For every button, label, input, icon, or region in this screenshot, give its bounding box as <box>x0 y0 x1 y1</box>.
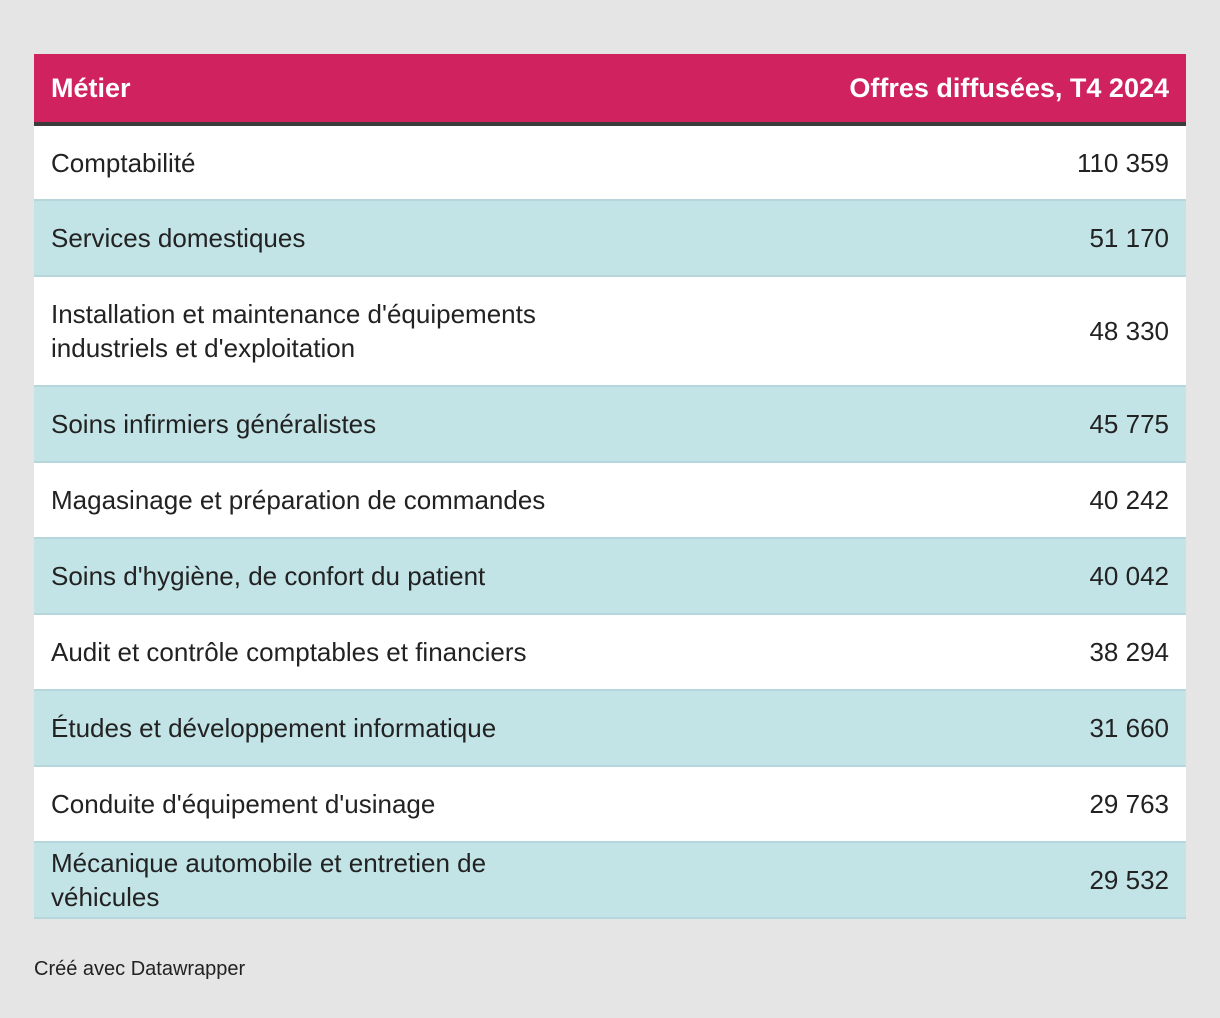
table-row: Soins d'hygiène, de confort du patient 4… <box>34 538 1186 615</box>
row-offres-value: 40 042 <box>610 538 1186 615</box>
row-offres-value: 31 660 <box>610 690 1186 767</box>
row-metier-cell: Études et développement informatique <box>34 690 610 767</box>
column-header-metier[interactable]: Métier <box>34 54 610 126</box>
row-metier-cell: Soins d'hygiène, de confort du patient <box>34 538 610 615</box>
row-offres-value: 40 242 <box>610 462 1186 539</box>
row-offres-value: 110 359 <box>610 124 1186 201</box>
row-metier-label: Magasinage et préparation de commandes <box>51 485 546 515</box>
table-row: Études et développement informatique 31 … <box>34 690 1186 767</box>
table-row: Conduite d'équipement d'usinage 29 763 <box>34 766 1186 843</box>
row-metier-cell: Soins infirmiers généralistes <box>34 386 610 463</box>
row-metier-label: Conduite d'équipement d'usinage <box>51 789 436 819</box>
row-offres-value: 38 294 <box>610 614 1186 691</box>
row-metier-label: Installation et maintenance d'équipement… <box>51 299 536 363</box>
table-row: Audit et contrôle comptables et financie… <box>34 614 1186 691</box>
data-table: Métier Offres diffusées, T4 2024 Comptab… <box>34 54 1186 919</box>
table-row: Installation et maintenance d'équipement… <box>34 276 1186 387</box>
row-metier-cell: Services domestiques <box>34 200 610 277</box>
row-metier-cell: Installation et maintenance d'équipement… <box>34 276 610 387</box>
table-row: Soins infirmiers généralistes 45 775 <box>34 386 1186 463</box>
datawrapper-credit[interactable]: Créé avec Datawrapper <box>34 958 246 980</box>
row-metier-label: Soins infirmiers généralistes <box>51 409 377 439</box>
row-metier-cell: Audit et contrôle comptables et financie… <box>34 614 610 691</box>
column-header-offres[interactable]: Offres diffusées, T4 2024 <box>610 54 1186 126</box>
row-metier-cell: Comptabilité <box>34 124 610 201</box>
table-row: Comptabilité 110 359 <box>34 124 1186 201</box>
row-offres-value: 48 330 <box>610 276 1186 387</box>
row-metier-label: Services domestiques <box>51 223 306 253</box>
row-offres-value: 51 170 <box>610 200 1186 277</box>
row-offres-value: 29 763 <box>610 766 1186 843</box>
row-metier-cell: Mécanique automobile et entretien de véh… <box>34 842 610 919</box>
table-row: Magasinage et préparation de commandes 4… <box>34 462 1186 539</box>
row-offres-value: 45 775 <box>610 386 1186 463</box>
row-metier-label: Études et développement informatique <box>51 713 497 743</box>
row-offres-value: 29 532 <box>610 842 1186 919</box>
table-header-row: Métier Offres diffusées, T4 2024 <box>34 54 1186 126</box>
table-row: Mécanique automobile et entretien de véh… <box>34 842 1186 919</box>
data-table-container: Métier Offres diffusées, T4 2024 Comptab… <box>34 54 1186 919</box>
row-metier-label: Comptabilité <box>51 147 196 178</box>
row-metier-label: Mécanique automobile et entretien de véh… <box>51 848 487 912</box>
row-metier-cell: Conduite d'équipement d'usinage <box>34 766 610 843</box>
table-row: Services domestiques 51 170 <box>34 200 1186 277</box>
row-metier-label: Audit et contrôle comptables et financie… <box>51 637 527 667</box>
row-metier-cell: Magasinage et préparation de commandes <box>34 462 610 539</box>
row-metier-label: Soins d'hygiène, de confort du patient <box>51 561 486 591</box>
